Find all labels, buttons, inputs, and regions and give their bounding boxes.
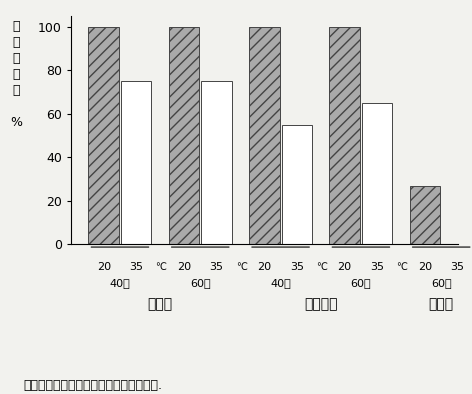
Text: 40日: 40日 <box>270 278 291 288</box>
Text: ℃: ℃ <box>236 262 247 272</box>
Text: 35: 35 <box>129 262 143 272</box>
Text: 長　悦: 長 悦 <box>429 297 454 311</box>
Text: 35: 35 <box>290 262 304 272</box>
Text: 40日: 40日 <box>110 278 130 288</box>
Text: 35: 35 <box>210 262 224 272</box>
Text: 20: 20 <box>337 262 352 272</box>
Text: 60日: 60日 <box>190 278 211 288</box>
Text: 20: 20 <box>257 262 271 272</box>
Text: ℃: ℃ <box>155 262 166 272</box>
Text: 20: 20 <box>177 262 191 272</box>
Bar <box>201 81 232 244</box>
Text: 図２　高昼温が花芽分化率に及ぼす影響.: 図２ 高昼温が花芽分化率に及ぼす影響. <box>24 379 162 392</box>
Text: 35: 35 <box>370 262 384 272</box>
Text: ℃: ℃ <box>396 262 407 272</box>
Bar <box>362 103 392 244</box>
Text: 60日: 60日 <box>431 278 452 288</box>
Text: 浅黄九条: 浅黄九条 <box>304 297 337 311</box>
Bar <box>410 186 440 244</box>
Bar <box>281 125 312 244</box>
Bar <box>88 27 119 244</box>
Text: ℃: ℃ <box>316 262 327 272</box>
Text: 60日: 60日 <box>351 278 371 288</box>
Text: 20: 20 <box>418 262 432 272</box>
Bar <box>121 81 152 244</box>
Bar <box>329 27 360 244</box>
Bar <box>169 27 199 244</box>
Text: 花
芽
分
化
率

%: 花 芽 分 化 率 % <box>10 20 23 129</box>
Text: 35: 35 <box>450 262 464 272</box>
Bar <box>249 27 279 244</box>
Text: 20: 20 <box>97 262 111 272</box>
Text: 金　長: 金 長 <box>148 297 173 311</box>
